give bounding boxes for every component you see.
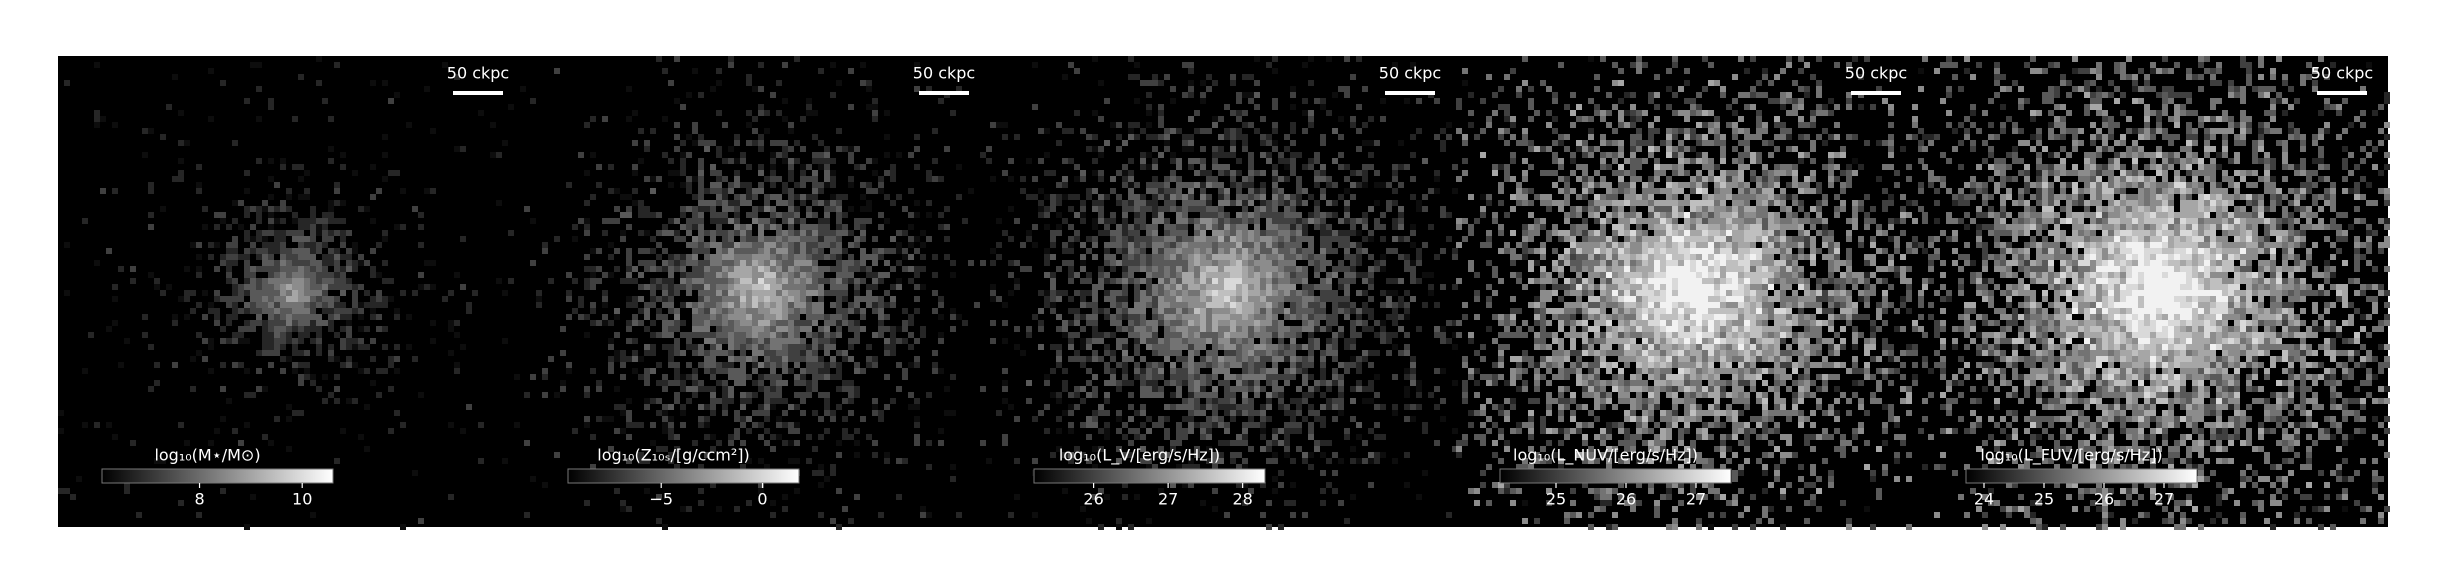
colorbar: [1965, 468, 2198, 484]
image-pixels: [674, 206, 842, 368]
colorbar: [101, 468, 334, 484]
colorbar-tick-label: 25: [2034, 490, 2054, 509]
scalebar: [2317, 91, 2367, 95]
image-pixels: [758, 278, 770, 290]
colorbar-tick-label: 10: [292, 490, 312, 509]
colorbar-tick-label: 27: [1158, 490, 1178, 509]
image-pixels: [244, 236, 352, 338]
colorbar-tick-label: 26: [1083, 490, 1103, 509]
colorbar-tick-label: 25: [1546, 490, 1566, 509]
image-pixels: [614, 146, 914, 422]
image-pixels: [1922, 62, 2390, 530]
image-pixels: [1480, 80, 1918, 500]
colorbar-label: log₁₀(M⋆/M⊙): [154, 446, 260, 465]
image-pixels: [1194, 260, 1248, 314]
scalebar: [919, 91, 969, 95]
image-pixels: [1456, 62, 1924, 530]
colorbar-label: log₁₀(L_FUV/[erg/s/Hz]): [1980, 446, 2162, 466]
colorbar-tick-label: 28: [1232, 490, 1252, 509]
colorbar: [567, 468, 800, 484]
colorbar-label: log₁₀(Z₁₀ₛ/[g/ccm²]): [597, 446, 749, 465]
image-pixels: [1456, 56, 1924, 530]
image-pixels: [1116, 182, 1338, 398]
colorbar-tick-label: 27: [2154, 490, 2174, 509]
scalebar: [1385, 91, 1435, 95]
scalebar: [453, 91, 503, 95]
image-pixels: [1922, 92, 2366, 512]
image-pixels: [1576, 188, 1804, 374]
image-pixels: [1026, 92, 1440, 488]
image-pixels: [1456, 56, 1918, 530]
image-pixels: [262, 260, 328, 326]
scalebar-label: 50 ckpc: [1845, 64, 1907, 83]
image-pixels: [704, 242, 818, 338]
image-pixels: [1934, 56, 2390, 530]
image-pixels: [2048, 182, 2282, 404]
image-pixels: [524, 56, 992, 530]
image-pixels: [1922, 56, 2390, 530]
colorbar-label: log₁₀(L_V/[erg/s/Hz]): [1059, 446, 1220, 466]
image-pixels: [728, 260, 794, 326]
colorbar-tick-label: 26: [1616, 490, 1636, 509]
scalebar-label: 50 ckpc: [2311, 64, 2373, 83]
image-pixels: [286, 284, 298, 302]
image-pixels: [1158, 218, 1296, 362]
image-pixels: [58, 62, 514, 518]
scalebar-label: 50 ckpc: [913, 64, 975, 83]
colorbar-tick-label: 27: [1686, 490, 1706, 509]
image-pixels: [990, 56, 1458, 530]
colorbar-tick-label: −5: [649, 490, 673, 509]
image-pixels: [1922, 56, 2390, 530]
colorbar-label: log₁₀(L_NUV/[erg/s/Hz]): [1513, 446, 1698, 466]
image-pixels: [740, 266, 776, 308]
colorbar: [1033, 468, 1266, 484]
colorbar-tick-label: 24: [1974, 490, 1994, 509]
scalebar-label: 50 ckpc: [1379, 64, 1441, 83]
scalebar: [1851, 91, 1901, 95]
image-pixels: [1212, 278, 1242, 308]
image-pixels: [990, 56, 1458, 530]
colorbar: [1499, 468, 1732, 484]
colorbar-tick-label: 8: [194, 490, 204, 509]
colorbar-tick-label: 0: [757, 490, 767, 509]
image-pixels: [2072, 236, 2246, 362]
image-pixels: [990, 56, 1458, 530]
colorbar-tick-label: 26: [2094, 490, 2114, 509]
scalebar-label: 50 ckpc: [447, 64, 509, 83]
image-pixels: [1606, 212, 1774, 350]
